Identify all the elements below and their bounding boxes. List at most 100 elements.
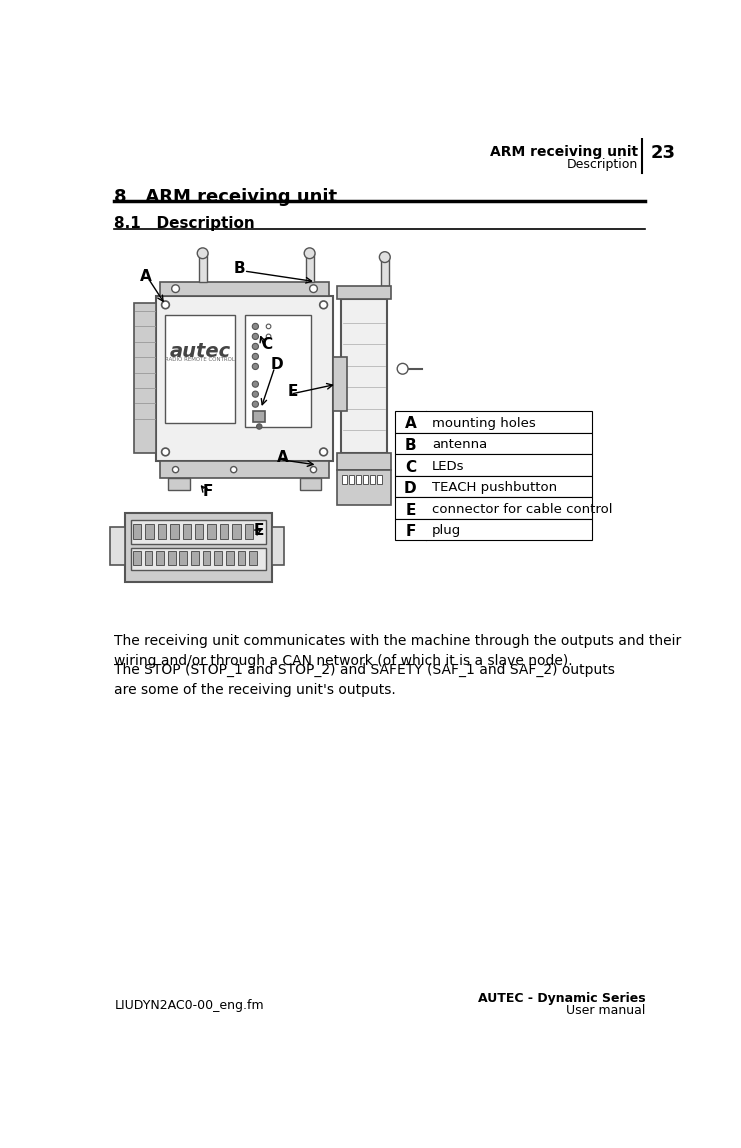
Bar bbox=[131, 520, 266, 543]
Bar bbox=[191, 551, 199, 565]
Bar bbox=[363, 475, 368, 484]
Circle shape bbox=[162, 301, 170, 309]
Text: mounting holes: mounting holes bbox=[432, 417, 536, 429]
Bar bbox=[333, 357, 347, 411]
Bar bbox=[238, 551, 245, 565]
Text: User manual: User manual bbox=[566, 1004, 645, 1017]
Bar bbox=[306, 254, 313, 281]
Bar bbox=[299, 478, 322, 490]
Circle shape bbox=[173, 466, 179, 473]
Bar bbox=[232, 523, 241, 538]
Text: E: E bbox=[254, 523, 265, 538]
Bar bbox=[125, 513, 273, 582]
Bar bbox=[110, 527, 125, 565]
Text: TEACH pushbutton: TEACH pushbutton bbox=[432, 481, 557, 494]
Bar bbox=[158, 523, 166, 538]
Bar bbox=[395, 519, 593, 541]
Text: 8   ARM receiving unit: 8 ARM receiving unit bbox=[114, 188, 337, 205]
Text: autec: autec bbox=[170, 342, 231, 360]
Circle shape bbox=[252, 324, 259, 329]
Bar bbox=[395, 411, 593, 433]
Bar bbox=[133, 523, 142, 538]
Bar bbox=[342, 475, 347, 484]
Bar bbox=[245, 315, 311, 427]
Circle shape bbox=[172, 285, 179, 293]
Text: plug: plug bbox=[432, 525, 462, 537]
Bar bbox=[253, 411, 265, 421]
Text: F: F bbox=[405, 525, 416, 540]
Circle shape bbox=[310, 285, 317, 293]
Bar bbox=[156, 551, 164, 565]
Text: The receiving unit communicates with the machine through the outputs and their
w: The receiving unit communicates with the… bbox=[114, 635, 682, 668]
Circle shape bbox=[230, 466, 237, 473]
Text: A: A bbox=[405, 417, 416, 432]
Text: B: B bbox=[405, 439, 416, 453]
Text: 23: 23 bbox=[651, 144, 676, 162]
Bar bbox=[207, 523, 216, 538]
Bar bbox=[336, 453, 391, 471]
Circle shape bbox=[319, 301, 328, 309]
Bar bbox=[370, 475, 375, 484]
Text: C: C bbox=[405, 459, 416, 474]
Bar bbox=[356, 475, 361, 484]
Circle shape bbox=[252, 354, 259, 359]
Circle shape bbox=[310, 466, 316, 473]
Bar bbox=[395, 497, 593, 519]
Text: C: C bbox=[262, 336, 273, 351]
Text: 8.1   Description: 8.1 Description bbox=[114, 216, 255, 231]
Bar bbox=[160, 461, 329, 478]
Bar bbox=[226, 551, 233, 565]
Bar bbox=[179, 551, 187, 565]
Text: A: A bbox=[276, 450, 288, 465]
Bar bbox=[160, 281, 329, 296]
Bar bbox=[395, 433, 593, 455]
Bar bbox=[133, 551, 141, 565]
Bar bbox=[195, 523, 204, 538]
Bar bbox=[214, 551, 222, 565]
Text: B: B bbox=[234, 261, 246, 277]
Circle shape bbox=[379, 251, 391, 263]
Bar bbox=[249, 551, 257, 565]
Bar bbox=[341, 300, 387, 453]
Bar bbox=[182, 523, 191, 538]
Text: The STOP (STOP_1 and STOP_2) and SAFETY (SAF_1 and SAF_2) outputs
are some of th: The STOP (STOP_1 and STOP_2) and SAFETY … bbox=[114, 662, 615, 697]
Bar bbox=[395, 455, 593, 475]
Circle shape bbox=[162, 448, 170, 456]
Bar bbox=[349, 475, 353, 484]
Circle shape bbox=[252, 343, 259, 349]
Bar bbox=[203, 551, 210, 565]
Circle shape bbox=[397, 364, 408, 374]
Text: ARM receiving unit: ARM receiving unit bbox=[490, 146, 638, 160]
Text: E: E bbox=[288, 385, 298, 400]
Bar bbox=[144, 551, 153, 565]
Circle shape bbox=[256, 424, 262, 429]
Text: LEDs: LEDs bbox=[432, 459, 465, 473]
Text: RADIO REMOTE CONTROL: RADIO REMOTE CONTROL bbox=[165, 357, 236, 363]
Bar bbox=[199, 254, 207, 281]
Text: D: D bbox=[404, 481, 416, 496]
Text: LIUDYN2AC0-00_eng.fm: LIUDYN2AC0-00_eng.fm bbox=[114, 999, 264, 1011]
Bar bbox=[145, 523, 154, 538]
Bar bbox=[134, 303, 156, 453]
Circle shape bbox=[252, 364, 259, 370]
Bar bbox=[273, 527, 284, 565]
Bar bbox=[165, 315, 235, 422]
Bar bbox=[245, 523, 253, 538]
Bar bbox=[170, 523, 179, 538]
Bar bbox=[381, 257, 389, 286]
Text: connector for cable control: connector for cable control bbox=[432, 503, 613, 515]
Circle shape bbox=[252, 381, 259, 387]
Circle shape bbox=[252, 401, 259, 408]
Circle shape bbox=[305, 248, 315, 258]
Text: A: A bbox=[139, 269, 151, 284]
Bar bbox=[167, 478, 190, 490]
Circle shape bbox=[252, 333, 259, 340]
Text: Description: Description bbox=[567, 157, 638, 171]
Text: F: F bbox=[202, 484, 213, 499]
Text: E: E bbox=[405, 503, 416, 518]
Circle shape bbox=[266, 334, 271, 339]
Text: AUTEC - Dynamic Series: AUTEC - Dynamic Series bbox=[478, 993, 645, 1006]
Text: antenna: antenna bbox=[432, 439, 488, 451]
Bar bbox=[167, 551, 176, 565]
Circle shape bbox=[252, 391, 259, 397]
